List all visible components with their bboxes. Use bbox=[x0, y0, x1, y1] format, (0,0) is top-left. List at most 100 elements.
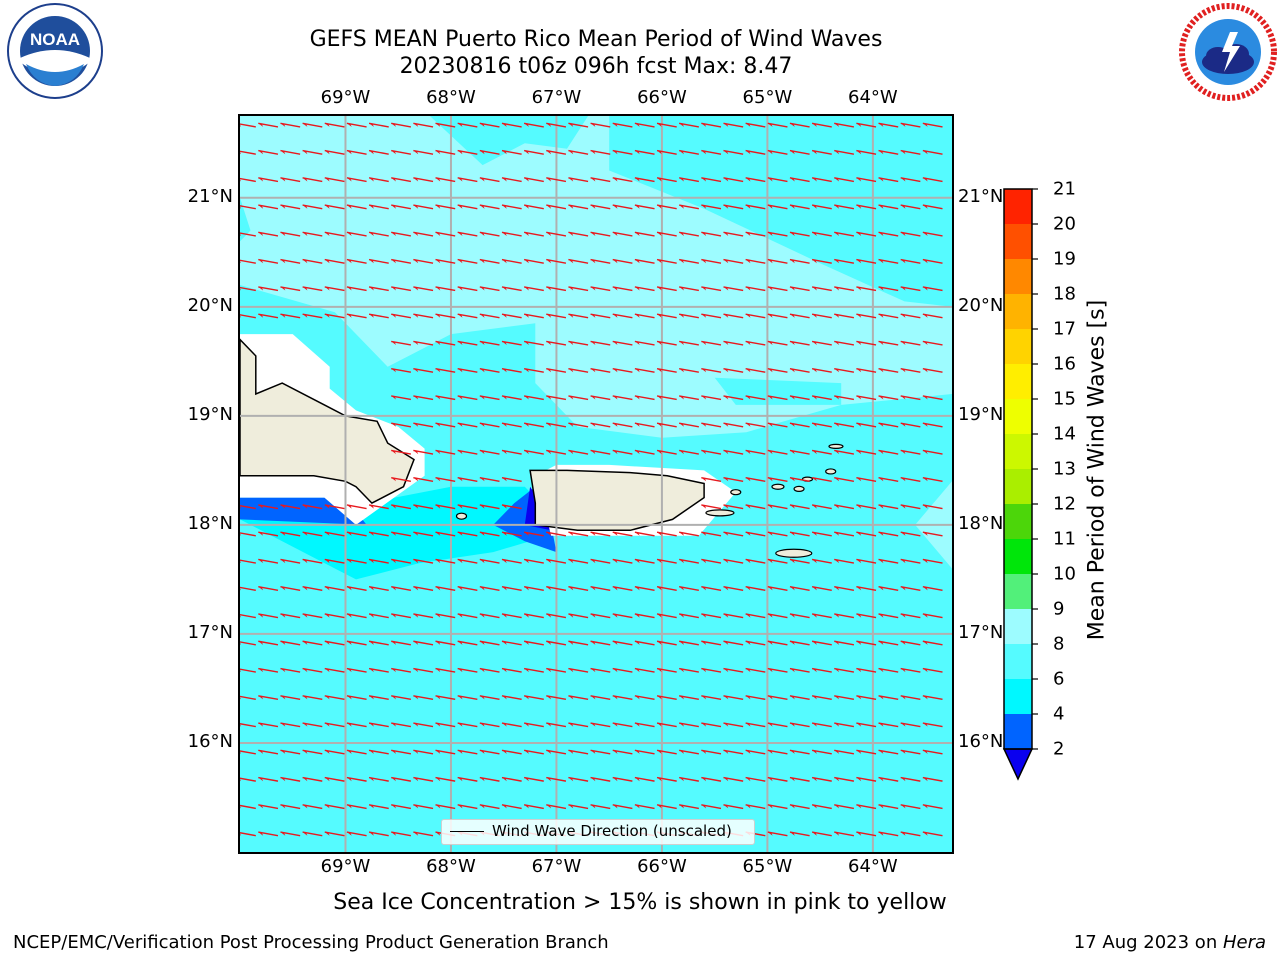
wave-vector-shaft bbox=[679, 531, 699, 537]
wave-vector-shaft bbox=[679, 177, 699, 183]
wave-vector bbox=[391, 449, 412, 455]
wave-vector bbox=[258, 695, 279, 701]
wave-vector-head bbox=[391, 750, 396, 754]
wave-vector bbox=[856, 558, 877, 564]
wave-vector-shaft bbox=[391, 177, 412, 183]
wave-vector-head bbox=[324, 177, 330, 182]
wave-vector bbox=[324, 667, 345, 673]
wave-vector-shaft bbox=[501, 504, 522, 510]
colorbar-swatch bbox=[1004, 189, 1032, 224]
wave-vector bbox=[324, 586, 345, 591]
wave-vector-head bbox=[900, 286, 906, 291]
wave-vector-head bbox=[900, 777, 906, 782]
wave-vector bbox=[413, 640, 434, 646]
wave-vector-head bbox=[634, 668, 640, 673]
wave-vector-shaft bbox=[457, 722, 478, 728]
wave-vector-head bbox=[701, 804, 707, 809]
wave-vector-head bbox=[240, 697, 241, 700]
wave-vector-shaft bbox=[258, 177, 279, 183]
wave-vector bbox=[767, 422, 788, 428]
wave-vector-shaft bbox=[258, 258, 279, 264]
island-virgin-gorda bbox=[825, 468, 837, 475]
wave-vector-head bbox=[501, 750, 507, 754]
wave-vector-head bbox=[701, 450, 707, 455]
wave-vector bbox=[546, 177, 567, 183]
wave-vector bbox=[701, 177, 722, 183]
wave-vector-head bbox=[546, 723, 552, 727]
wave-vector-head bbox=[789, 368, 795, 373]
wave-vector-head bbox=[546, 177, 552, 182]
wave-vector bbox=[479, 504, 500, 510]
wave-vector-shaft bbox=[634, 640, 655, 646]
wave-vector bbox=[789, 231, 810, 237]
wave-vector-head bbox=[612, 750, 618, 754]
wave-vector-head bbox=[657, 586, 662, 591]
wave-vector-head bbox=[878, 695, 884, 700]
wave-vector-shaft bbox=[368, 722, 389, 728]
wave-vector bbox=[789, 395, 810, 401]
wave-vector-head bbox=[812, 723, 817, 727]
wave-vector-shaft bbox=[679, 313, 699, 319]
wave-vector-head bbox=[789, 477, 795, 482]
wave-vector bbox=[413, 286, 434, 292]
wave-vector-shaft bbox=[501, 531, 522, 537]
wave-vector-shaft bbox=[856, 313, 877, 319]
wave-vector bbox=[634, 722, 655, 728]
wave-vector-head bbox=[922, 832, 928, 836]
wave-vector-shaft bbox=[546, 722, 567, 728]
wave-vector bbox=[391, 258, 412, 264]
wave-vector bbox=[568, 749, 589, 755]
wave-vector-shaft bbox=[479, 722, 500, 728]
wave-vector bbox=[834, 258, 855, 264]
colorbar-swatch bbox=[1004, 609, 1032, 644]
wave-vector bbox=[590, 695, 611, 701]
wave-vector-shaft bbox=[258, 667, 279, 673]
wave-vector-head bbox=[657, 150, 662, 155]
wave-vector-head bbox=[900, 123, 906, 127]
wave-vector-shaft bbox=[346, 313, 367, 319]
wave-vector-head bbox=[812, 586, 817, 591]
wave-vector bbox=[346, 177, 367, 183]
wave-vector-head bbox=[280, 123, 286, 127]
wave-vector bbox=[280, 258, 301, 264]
wave-vector-shaft bbox=[240, 177, 256, 183]
wave-vector-shaft bbox=[523, 395, 544, 401]
wave-vector-shaft bbox=[878, 531, 899, 537]
wave-vector bbox=[856, 177, 877, 183]
wave-vector-shaft bbox=[302, 122, 323, 128]
wave-vector-shaft bbox=[280, 722, 301, 728]
wave-vector-head bbox=[391, 586, 396, 591]
wave-vector bbox=[856, 749, 877, 755]
wave-vector-head bbox=[679, 777, 684, 782]
wave-vector bbox=[240, 777, 256, 782]
wave-vector-shaft bbox=[302, 258, 323, 264]
wave-vector bbox=[413, 695, 434, 701]
wave-vector bbox=[590, 177, 611, 183]
wave-vector-shaft bbox=[568, 177, 589, 183]
wave-vector-head bbox=[789, 259, 795, 264]
wave-vector-shaft bbox=[656, 122, 677, 128]
wave-vector bbox=[767, 340, 788, 346]
wave-vector-head bbox=[634, 450, 640, 455]
wave-vector-shaft bbox=[612, 586, 633, 591]
wave-vector-shaft bbox=[701, 531, 722, 537]
wave-vector-head bbox=[280, 723, 286, 727]
wave-vector-head bbox=[435, 695, 441, 700]
wave-vector-head bbox=[324, 314, 330, 318]
wave-vector-head bbox=[679, 641, 684, 645]
wave-vector bbox=[324, 177, 345, 183]
wave-vector-head bbox=[568, 150, 574, 155]
wave-vector-shaft bbox=[240, 150, 256, 155]
wave-vector-shaft bbox=[590, 531, 611, 537]
wave-vector-head bbox=[922, 368, 928, 373]
wave-vector-shaft bbox=[501, 640, 522, 646]
wave-vector bbox=[701, 586, 722, 591]
wave-vector bbox=[523, 722, 544, 728]
wave-vector bbox=[523, 586, 544, 591]
wave-vector bbox=[656, 149, 677, 155]
wave-vector-shaft bbox=[856, 258, 877, 264]
wave-vector bbox=[280, 177, 301, 183]
wave-vector bbox=[856, 586, 877, 591]
wave-vector-head bbox=[856, 532, 862, 536]
wave-vector-shaft bbox=[789, 177, 810, 183]
